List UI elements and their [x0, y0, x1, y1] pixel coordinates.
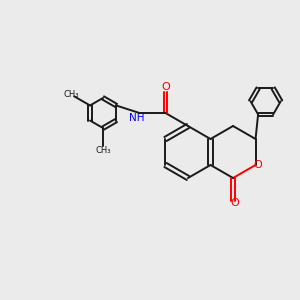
Text: O: O: [161, 82, 170, 92]
Text: NH: NH: [129, 113, 144, 123]
Text: CH₃: CH₃: [63, 90, 79, 99]
Text: O: O: [231, 198, 239, 208]
Text: CH₃: CH₃: [95, 146, 111, 155]
Text: O: O: [253, 160, 262, 170]
